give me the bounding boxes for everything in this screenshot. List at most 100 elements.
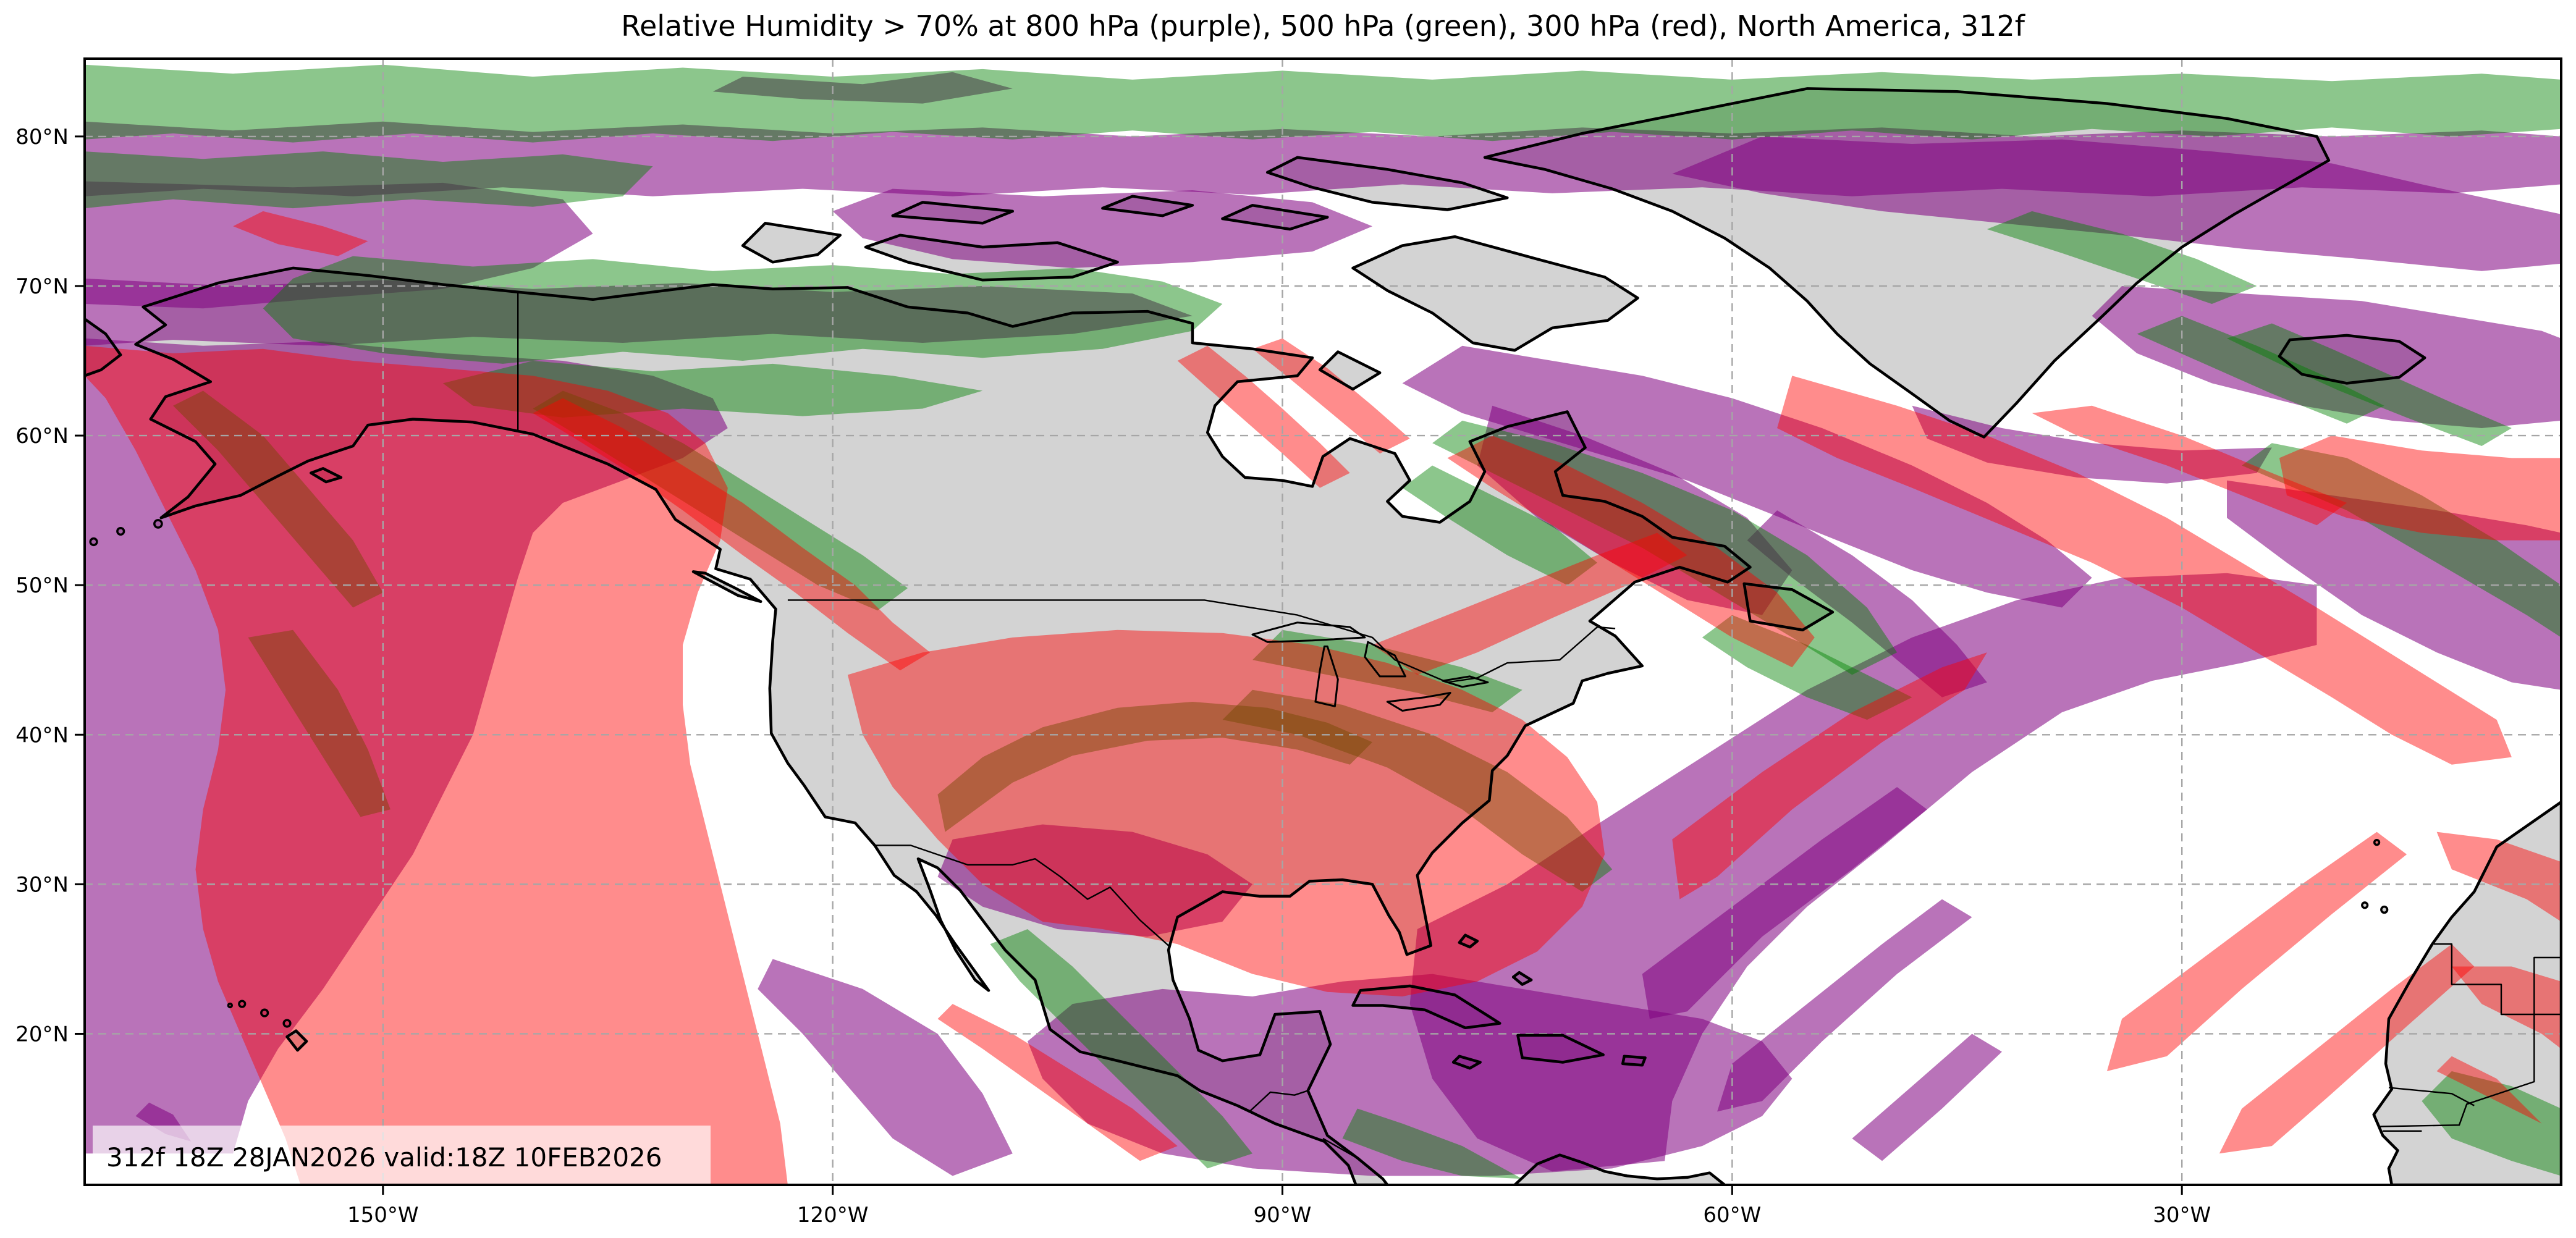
lat-tick-label-30: 30°N [15, 872, 69, 897]
rh-green-region-2 [263, 256, 1223, 364]
rh-red-region-2 [847, 630, 1605, 996]
lake-outline-2 [1364, 641, 1406, 678]
forecast-timestamp: 312f 18Z 28JAN2026 valid:18Z 10FEB2026 [106, 1142, 662, 1173]
rh-green-region-14 [1987, 211, 2257, 304]
coastline-melville [891, 201, 1015, 225]
map-layers [85, 59, 2561, 1185]
rh-purple-region-11 [1717, 899, 1972, 1112]
coastline-bahama_1 [1458, 933, 1479, 949]
rh-green-region-8 [1222, 689, 1613, 892]
coastline-vancouver_island [691, 570, 762, 604]
timestamp-background-box [93, 1126, 711, 1184]
rh-green-region-11 [1432, 420, 1898, 675]
coastline-southampton [1318, 350, 1382, 391]
plot-frame-border [83, 57, 2562, 1186]
lake-outline-group [1251, 621, 1489, 712]
coastline-hispaniola [1516, 1034, 1605, 1064]
coastline-chukotka [85, 318, 122, 377]
coastline-kodiak [310, 467, 343, 484]
coastline-mainland [134, 266, 1752, 1185]
lat-tick-label-70: 70°N [15, 274, 69, 299]
rh-green-region-12 [1402, 465, 1597, 586]
coastline-greenland [1483, 87, 2331, 439]
island-dot-outline-9 [2373, 838, 2381, 846]
rh-purple-region-19 [1912, 405, 2272, 484]
coastline-jamaica [1451, 1055, 1482, 1070]
lat-tick-label-20: 20°N [15, 1022, 69, 1046]
rh-green-region-9 [1252, 630, 1522, 712]
rh-purple-region-13 [1402, 345, 2092, 608]
rh-layer-green [85, 64, 2561, 1179]
lon-tick-label-60: 60°W [1703, 1203, 1761, 1227]
country-border-7 [2388, 1087, 2475, 1106]
country-border-group [517, 292, 2561, 1158]
rh-green-region-6 [248, 630, 391, 817]
rh-green-region-13 [1702, 615, 1912, 720]
rh-purple-region-2 [832, 188, 1373, 268]
rh-purple-region-10 [1642, 787, 1927, 1019]
lat-tick-label-80: 80°N [15, 125, 69, 149]
rh-red-region-3 [1372, 533, 1687, 675]
rh-red-region-16 [937, 1004, 1178, 1161]
island-dot-outline-2 [238, 1000, 247, 1008]
lon-tick-label-150: 150°W [347, 1203, 419, 1227]
rh-purple-region-9 [1409, 573, 2317, 1172]
country-border-5 [2433, 943, 2561, 1016]
rh-red-region-1 [533, 398, 931, 671]
rh-layer-purple [85, 72, 2561, 1176]
island-dot-outline-3 [227, 1002, 233, 1009]
rh-green-region-19 [1342, 1108, 1522, 1179]
country-border-2 [874, 844, 1169, 946]
map-clipped-content [85, 59, 2561, 1185]
rh-red-region-5 [1777, 376, 2512, 765]
rh-purple-region-18 [712, 72, 1013, 104]
rh-green-region-17 [2242, 443, 2561, 638]
figure-title: Relative Humidity > 70% at 800 hPa (purp… [621, 9, 2026, 43]
rh-green-region-7 [937, 702, 1373, 832]
land-fill-mainland [135, 267, 1750, 1185]
country-border-6 [2378, 956, 2561, 1127]
coastline-newfoundland [1742, 582, 1835, 632]
rh-red-region-15 [2436, 1056, 2542, 1124]
lon-tick-label-120: 120°W [797, 1203, 869, 1227]
lat-tick-label-40: 40°N [15, 723, 69, 747]
lon-tick-label-30: 30°W [2153, 1203, 2211, 1227]
rh-purple-region-3 [1672, 136, 2561, 271]
rh-red-region-9 [1252, 338, 1410, 454]
coastline-group [85, 87, 2561, 1185]
coastline-devon [1221, 204, 1329, 231]
rh-green-region-4 [533, 390, 908, 611]
rh-purple-region-12 [1852, 1034, 2002, 1161]
rh-purple-region-8 [758, 959, 1013, 1176]
rh-red-region-12 [2219, 944, 2475, 1154]
rh-purple-region-14 [1477, 405, 1793, 615]
lat-tick-label-60: 60°N [15, 424, 69, 448]
coastline-puerto_rico [1621, 1055, 1647, 1067]
land-fill-west_africa [2373, 802, 2561, 1185]
land-fill-banks [743, 223, 840, 263]
coastline-victoria [864, 234, 1119, 282]
tick-mark-group [75, 135, 2183, 1195]
rh-red-region-10 [1672, 652, 1987, 899]
island-dot-outline-0 [282, 1019, 292, 1028]
rh-red-region-17 [233, 211, 368, 256]
rh-green-region-18 [2422, 1071, 2561, 1176]
coastline-banks [741, 222, 842, 264]
rh-green-region-5 [173, 390, 383, 608]
coastline-iceland [2278, 334, 2426, 385]
lake-outline-4 [1442, 675, 1489, 688]
lat-tick-label-50: 50°N [15, 573, 69, 598]
coastline-south_america [1513, 1153, 1726, 1185]
rh-green-region-15 [2137, 316, 2384, 424]
coastline-parry [1101, 195, 1194, 217]
rh-red-region-13 [2436, 832, 2561, 922]
rh-green-region-3 [442, 361, 983, 418]
rh-purple-region-17 [2227, 480, 2561, 690]
rh-purple-region-4 [85, 278, 1193, 346]
coastline-cuba [1351, 984, 1501, 1030]
island-dot-outline-1 [260, 1008, 269, 1017]
island-dot-outline-8 [2361, 901, 2369, 909]
coastline-bahama_2 [1511, 971, 1533, 986]
rh-green-region-10 [990, 929, 1252, 1169]
rh-green-region-1 [85, 151, 653, 209]
